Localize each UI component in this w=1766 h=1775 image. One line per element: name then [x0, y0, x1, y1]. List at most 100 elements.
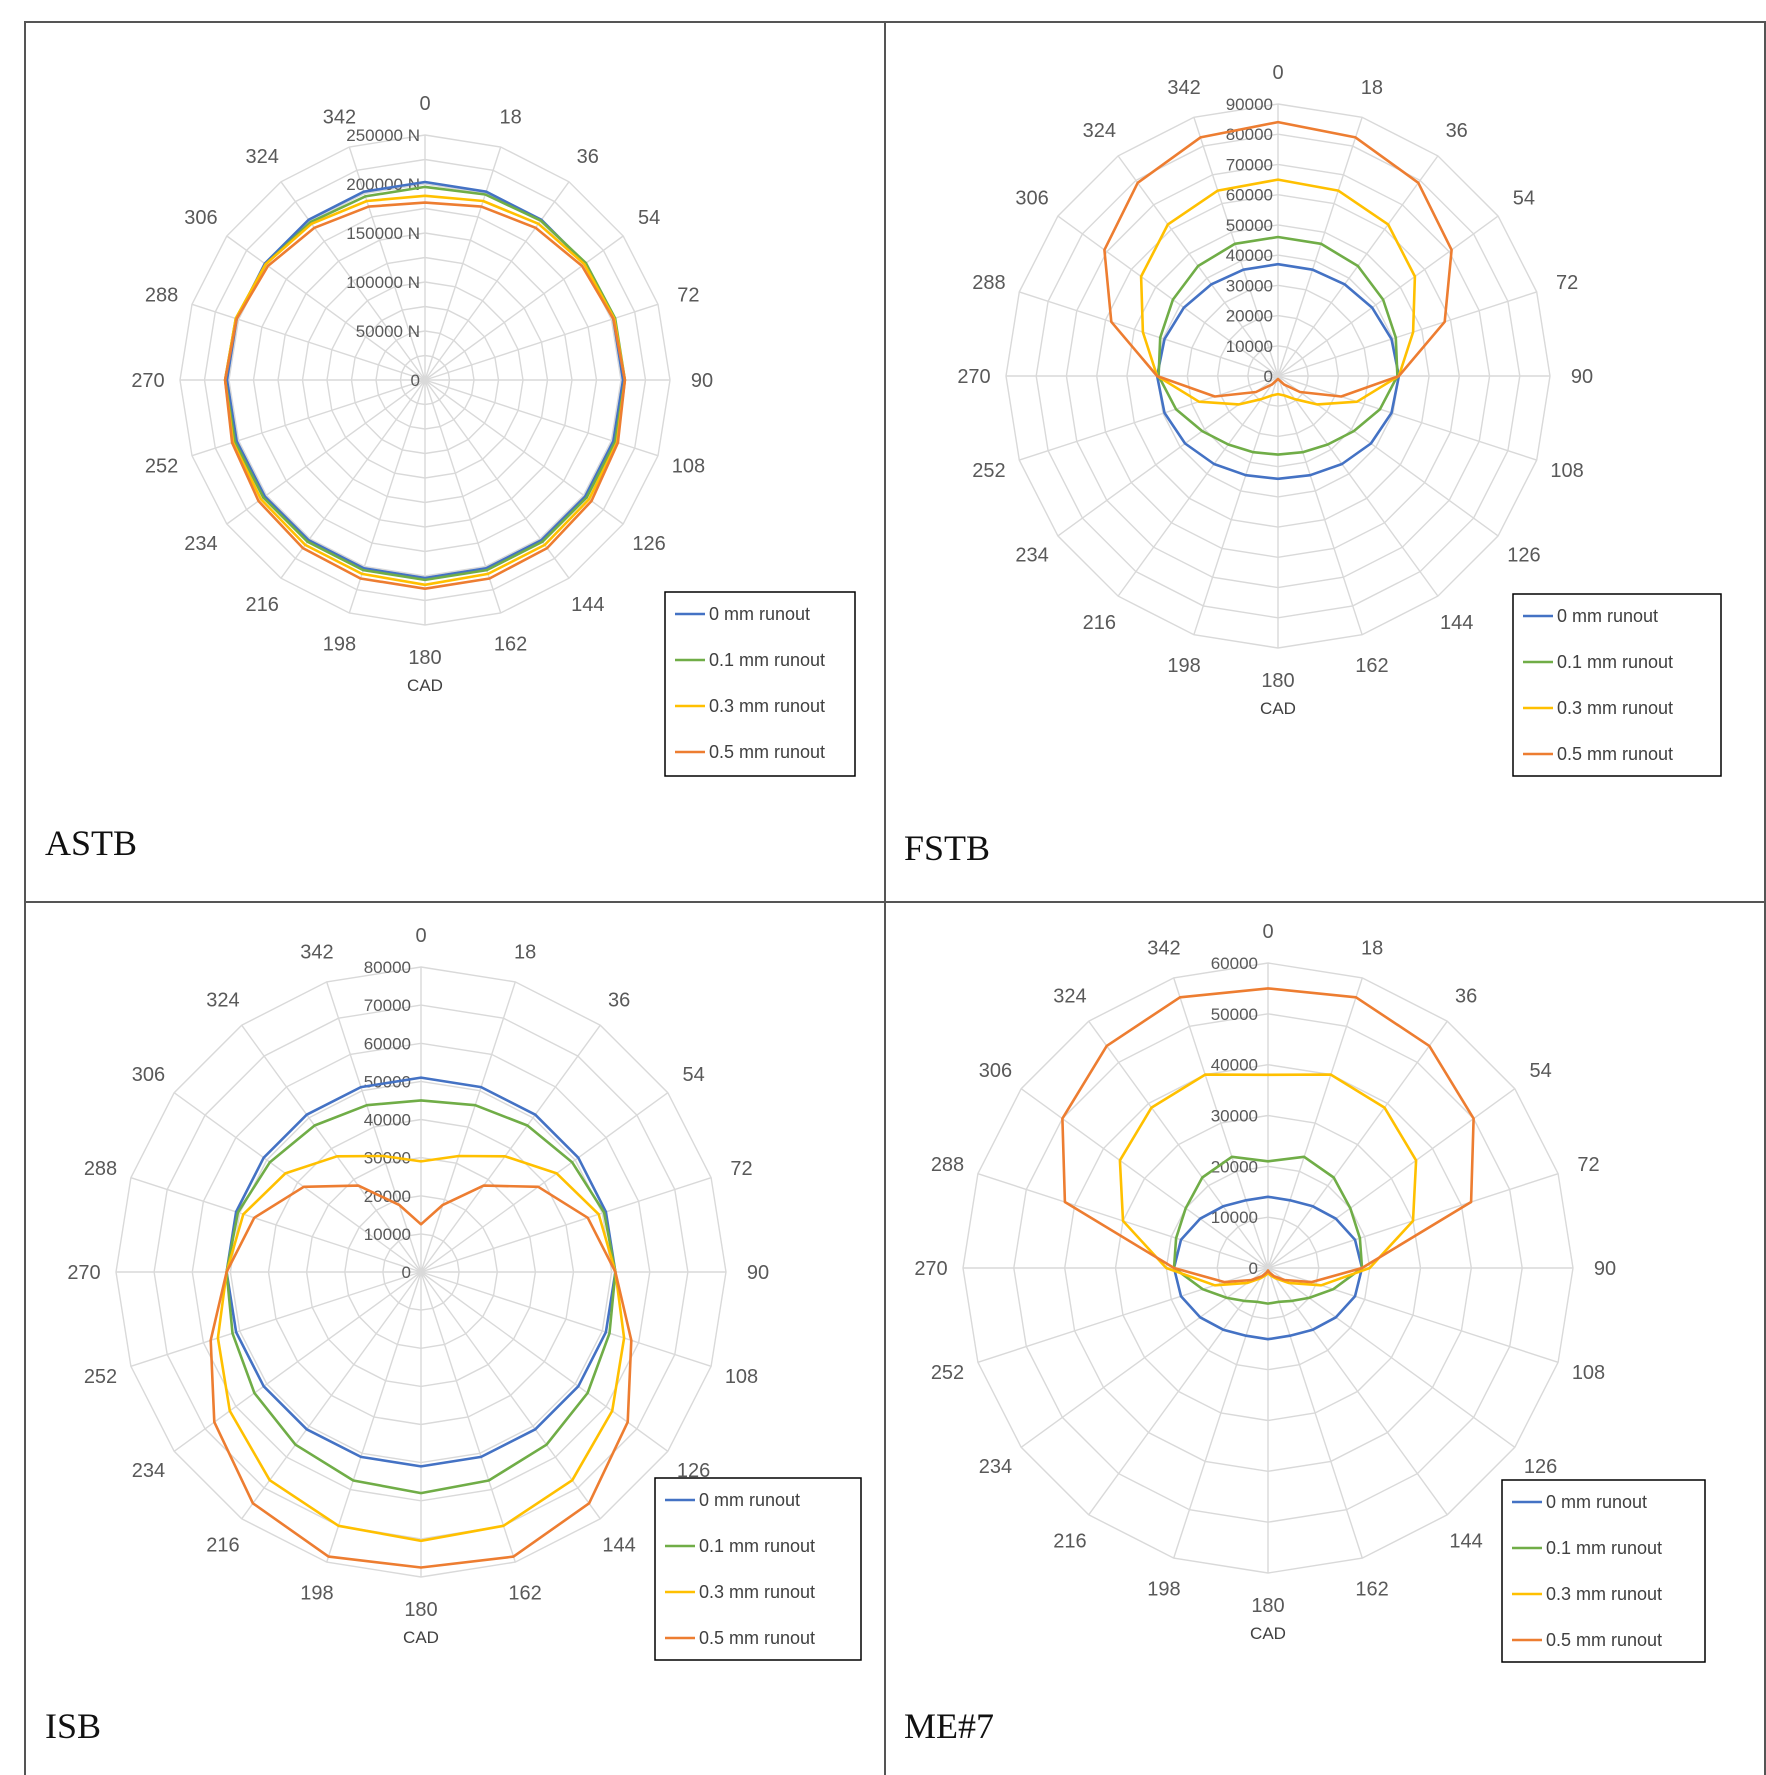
series-line-3 [1103, 120, 1453, 398]
angle-label-270: 270 [957, 366, 990, 388]
grid-spoke [1277, 215, 1499, 377]
radial-tick-label: 100000 N [346, 273, 420, 292]
angle-label-72: 72 [1577, 1154, 1599, 1176]
radial-tick-label: 0 [1264, 367, 1273, 386]
radial-tick-label: 20000 [1226, 307, 1273, 326]
legend-entry: 0.3 mm runout [709, 696, 825, 716]
angle-label-234: 234 [132, 1460, 165, 1482]
grid-spoke [241, 1271, 422, 1520]
grid-spoke [173, 1092, 422, 1273]
panel-astb: 0 18 36 54 72 90 108 126 144 162 180 198 216 234 252 27… [24, 21, 886, 903]
radial-tick-label: 60000 [364, 1034, 411, 1053]
angle-label-36: 36 [1455, 985, 1477, 1007]
grid-spoke [424, 181, 570, 381]
angle-label-0: 0 [415, 925, 426, 947]
angle-label-108: 108 [672, 456, 705, 478]
legend-entry: 0.1 mm runout [1546, 1538, 1662, 1558]
radial-tick-label: 250000 N [346, 126, 420, 145]
grid-spoke [1173, 977, 1269, 1269]
angle-label-306: 306 [184, 207, 217, 229]
radial-tick-label: 0 [402, 1263, 411, 1282]
angle-label-324: 324 [1053, 985, 1086, 1007]
grid-spoke [1088, 1267, 1269, 1516]
angle-label-126: 126 [677, 1460, 710, 1482]
legend-entry: 0.3 mm runout [1546, 1584, 1662, 1604]
angle-label-72: 72 [677, 284, 699, 306]
radial-tick-label: 70000 [1226, 155, 1273, 174]
grid-spoke [1057, 215, 1279, 377]
chart-panels: 0183654729010812614416218019821623425227… [24, 21, 1766, 1775]
angle-label-288: 288 [931, 1154, 964, 1176]
angle-label-198: 198 [1167, 655, 1200, 677]
grid-spoke [326, 981, 422, 1273]
legend-entry: 0.5 mm runout [699, 1628, 815, 1648]
grid-spoke [420, 1271, 601, 1520]
angle-label-342: 342 [1167, 77, 1200, 99]
panel-label: ISB [45, 1706, 101, 1746]
grid-spoke [1277, 291, 1537, 377]
angle-label-108: 108 [1572, 1362, 1605, 1384]
angle-label-162: 162 [1355, 1579, 1388, 1601]
angle-label-306: 306 [1015, 187, 1048, 209]
grid-spoke [348, 146, 426, 381]
angle-label-306: 306 [132, 1064, 165, 1086]
radial-tick-label: 70000 [364, 996, 411, 1015]
angle-label-126: 126 [1524, 1456, 1557, 1478]
angle-label-252: 252 [145, 456, 178, 478]
angle-labels: 0 18 36 54 72 90 108 126 144 162 180 198 216 234 252 27… [914, 921, 1616, 1617]
grid-spoke [130, 1177, 422, 1273]
radial-tick-label: 0 [1249, 1259, 1258, 1278]
radial-tick-label: 0 [411, 371, 420, 390]
angle-label-342: 342 [1147, 938, 1180, 960]
legend-entry: 0 mm runout [1546, 1492, 1647, 1512]
series-line-0 [1155, 262, 1401, 481]
angle-label-288: 288 [145, 284, 178, 306]
legend-box [654, 1477, 862, 1661]
angle-label-216: 216 [246, 594, 279, 616]
axis-title: CAD [407, 676, 443, 695]
radial-tick-label: 40000 [1226, 246, 1273, 265]
grid-spoke [326, 1271, 422, 1563]
angle-label-252: 252 [972, 460, 1005, 482]
series-line-1 [1172, 1155, 1364, 1305]
legend-box [664, 591, 856, 777]
angle-label-126: 126 [632, 533, 665, 555]
angle-label-324: 324 [246, 146, 279, 168]
angle-label-198: 198 [300, 1583, 333, 1605]
legend: 0 mm runout 0.1 mm runout 0.3 mm runout 0.5… [1512, 593, 1722, 777]
grid-spoke [424, 146, 502, 381]
angle-label-324: 324 [206, 989, 239, 1011]
angle-label-144: 144 [602, 1535, 635, 1557]
angle-label-144: 144 [1449, 1531, 1482, 1553]
polar-grid [962, 962, 1574, 1574]
angle-label-72: 72 [730, 1158, 752, 1180]
radial-tick-label: 30000 [1226, 276, 1273, 295]
grid-spoke [420, 1092, 669, 1273]
angle-label-270: 270 [914, 1258, 947, 1280]
panel-label: ASTB [45, 823, 137, 863]
radial-tick-label: 40000 [364, 1111, 411, 1130]
angle-label-180: 180 [1261, 670, 1294, 692]
angle-label-18: 18 [514, 942, 536, 964]
series-line-3 [223, 201, 627, 591]
legend: 0 mm runout 0.1 mm runout 0.3 mm runout 0.5… [1501, 1479, 1706, 1663]
series-lines [223, 180, 627, 591]
series-line-2 [1118, 1073, 1418, 1287]
radial-tick-labels: 0100002000030000400005000060000700008000… [364, 958, 411, 1282]
panel-me7: 0 18 36 54 72 90 108 126 144 162 180 198 216 234 252 27… [884, 901, 1766, 1775]
grid-spoke [1193, 375, 1279, 635]
grid-spoke [1019, 291, 1279, 377]
panel-fstb: 0 18 36 54 72 90 108 126 144 162 180 198 216 234 252 27… [884, 21, 1766, 903]
legend-entry: 0.5 mm runout [1557, 744, 1673, 764]
angle-label-234: 234 [184, 533, 217, 555]
grid-spoke [1267, 977, 1363, 1269]
angle-label-144: 144 [1440, 612, 1473, 634]
angle-label-90: 90 [1571, 366, 1593, 388]
legend-entry: 0.5 mm runout [709, 742, 825, 762]
grid-spoke [191, 303, 426, 381]
radial-tick-labels: 0 50000 N 100000 N 150000 N 200000 N 250000 N [346, 126, 420, 390]
radial-tick-label: 10000 [1211, 1208, 1258, 1227]
grid-spoke [1267, 1267, 1448, 1516]
grid-spoke [241, 1024, 422, 1273]
